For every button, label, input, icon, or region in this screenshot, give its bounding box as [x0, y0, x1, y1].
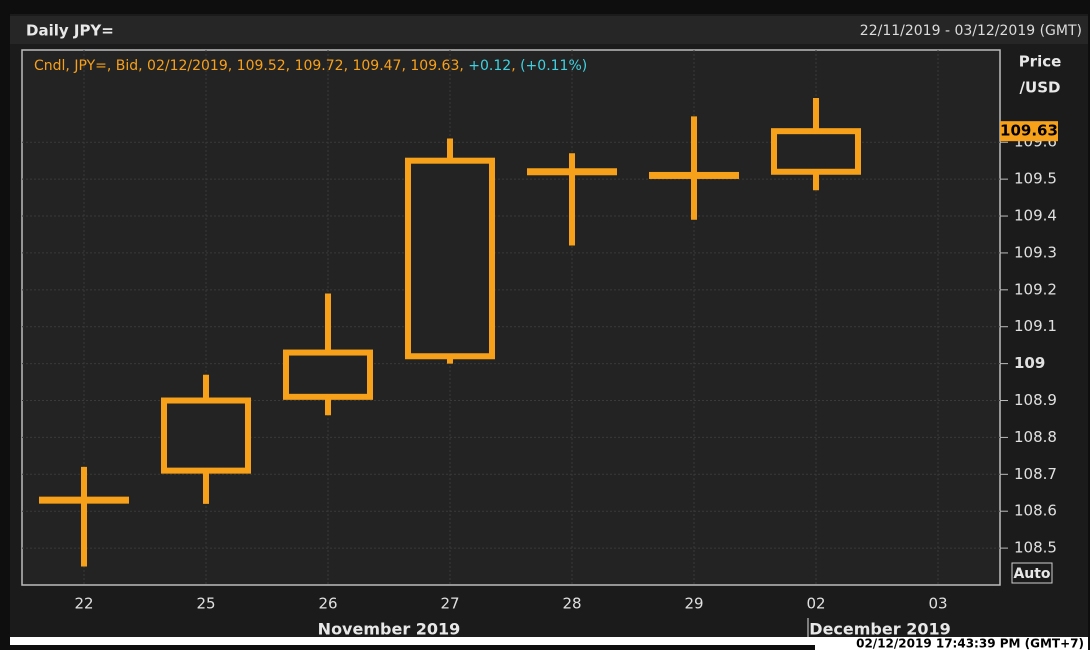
candle-body [771, 128, 861, 175]
candle-body [649, 171, 739, 179]
candle-body [283, 349, 373, 400]
info-close: 109.63 [410, 58, 459, 74]
x-tick-label: 03 [928, 595, 947, 613]
x-tick-label: 27 [440, 595, 459, 613]
x-tick-label: 26 [318, 595, 337, 613]
y-tick-label: 109.5 [1014, 170, 1057, 188]
y-tick-label: 109.1 [1014, 317, 1057, 335]
y-tick-label: 109 [1014, 354, 1045, 372]
x-tick-label: 25 [196, 595, 215, 613]
timestamp: 02/12/2019 17:43:39 PM (GMT+7) [856, 637, 1084, 650]
axis-title: Price [1019, 53, 1062, 71]
last-price-label: 109.63 [1000, 122, 1058, 140]
y-tick-label: 109.3 [1014, 243, 1057, 261]
info-change-pct: (+0.11%) [520, 58, 587, 74]
axis-title: /USD [1020, 79, 1061, 97]
info-prefix: Cndl, JPY=, Bid, 02/12/2019 [34, 58, 228, 74]
y-tick-label: 108.6 [1014, 502, 1057, 520]
timestamp-box [815, 637, 1088, 650]
y-tick-label: 108.8 [1014, 428, 1057, 446]
info-open: 109.52 [237, 58, 286, 74]
candle-body [405, 157, 495, 360]
candle-body [39, 496, 129, 504]
month-label: December 2019 [809, 620, 950, 639]
last-price-flag [1000, 121, 1058, 142]
header-title: Daily JPY= [26, 22, 114, 40]
info-change: +0.12 [468, 58, 511, 74]
y-tick-label: 108.5 [1014, 539, 1057, 557]
month-label: November 2019 [318, 620, 461, 639]
header-bar [10, 16, 1088, 44]
y-tick-label: 108.7 [1014, 465, 1057, 483]
status-bar [10, 637, 1088, 645]
info-high: 109.72 [295, 58, 344, 74]
x-tick-label: 22 [74, 595, 93, 613]
auto-button[interactable] [1011, 562, 1053, 584]
y-tick-label: 109.2 [1014, 280, 1057, 298]
auto-button-label[interactable]: Auto [1013, 566, 1050, 582]
y-tick-label: 108.9 [1014, 391, 1057, 409]
header-range: 22/11/2019 - 03/12/2019 (GMT) [860, 23, 1082, 39]
x-tick-label: 29 [684, 595, 703, 613]
y-tick-label: 109.4 [1014, 207, 1057, 225]
info-line: Cndl, JPY=, Bid, 02/12/2019, 109.52, 109… [34, 58, 587, 74]
x-tick-label: 02 [806, 595, 825, 613]
x-tick-label: 28 [562, 595, 581, 613]
candle-body [161, 397, 251, 474]
info-low: 109.47 [352, 58, 401, 74]
candle-body [527, 168, 617, 176]
